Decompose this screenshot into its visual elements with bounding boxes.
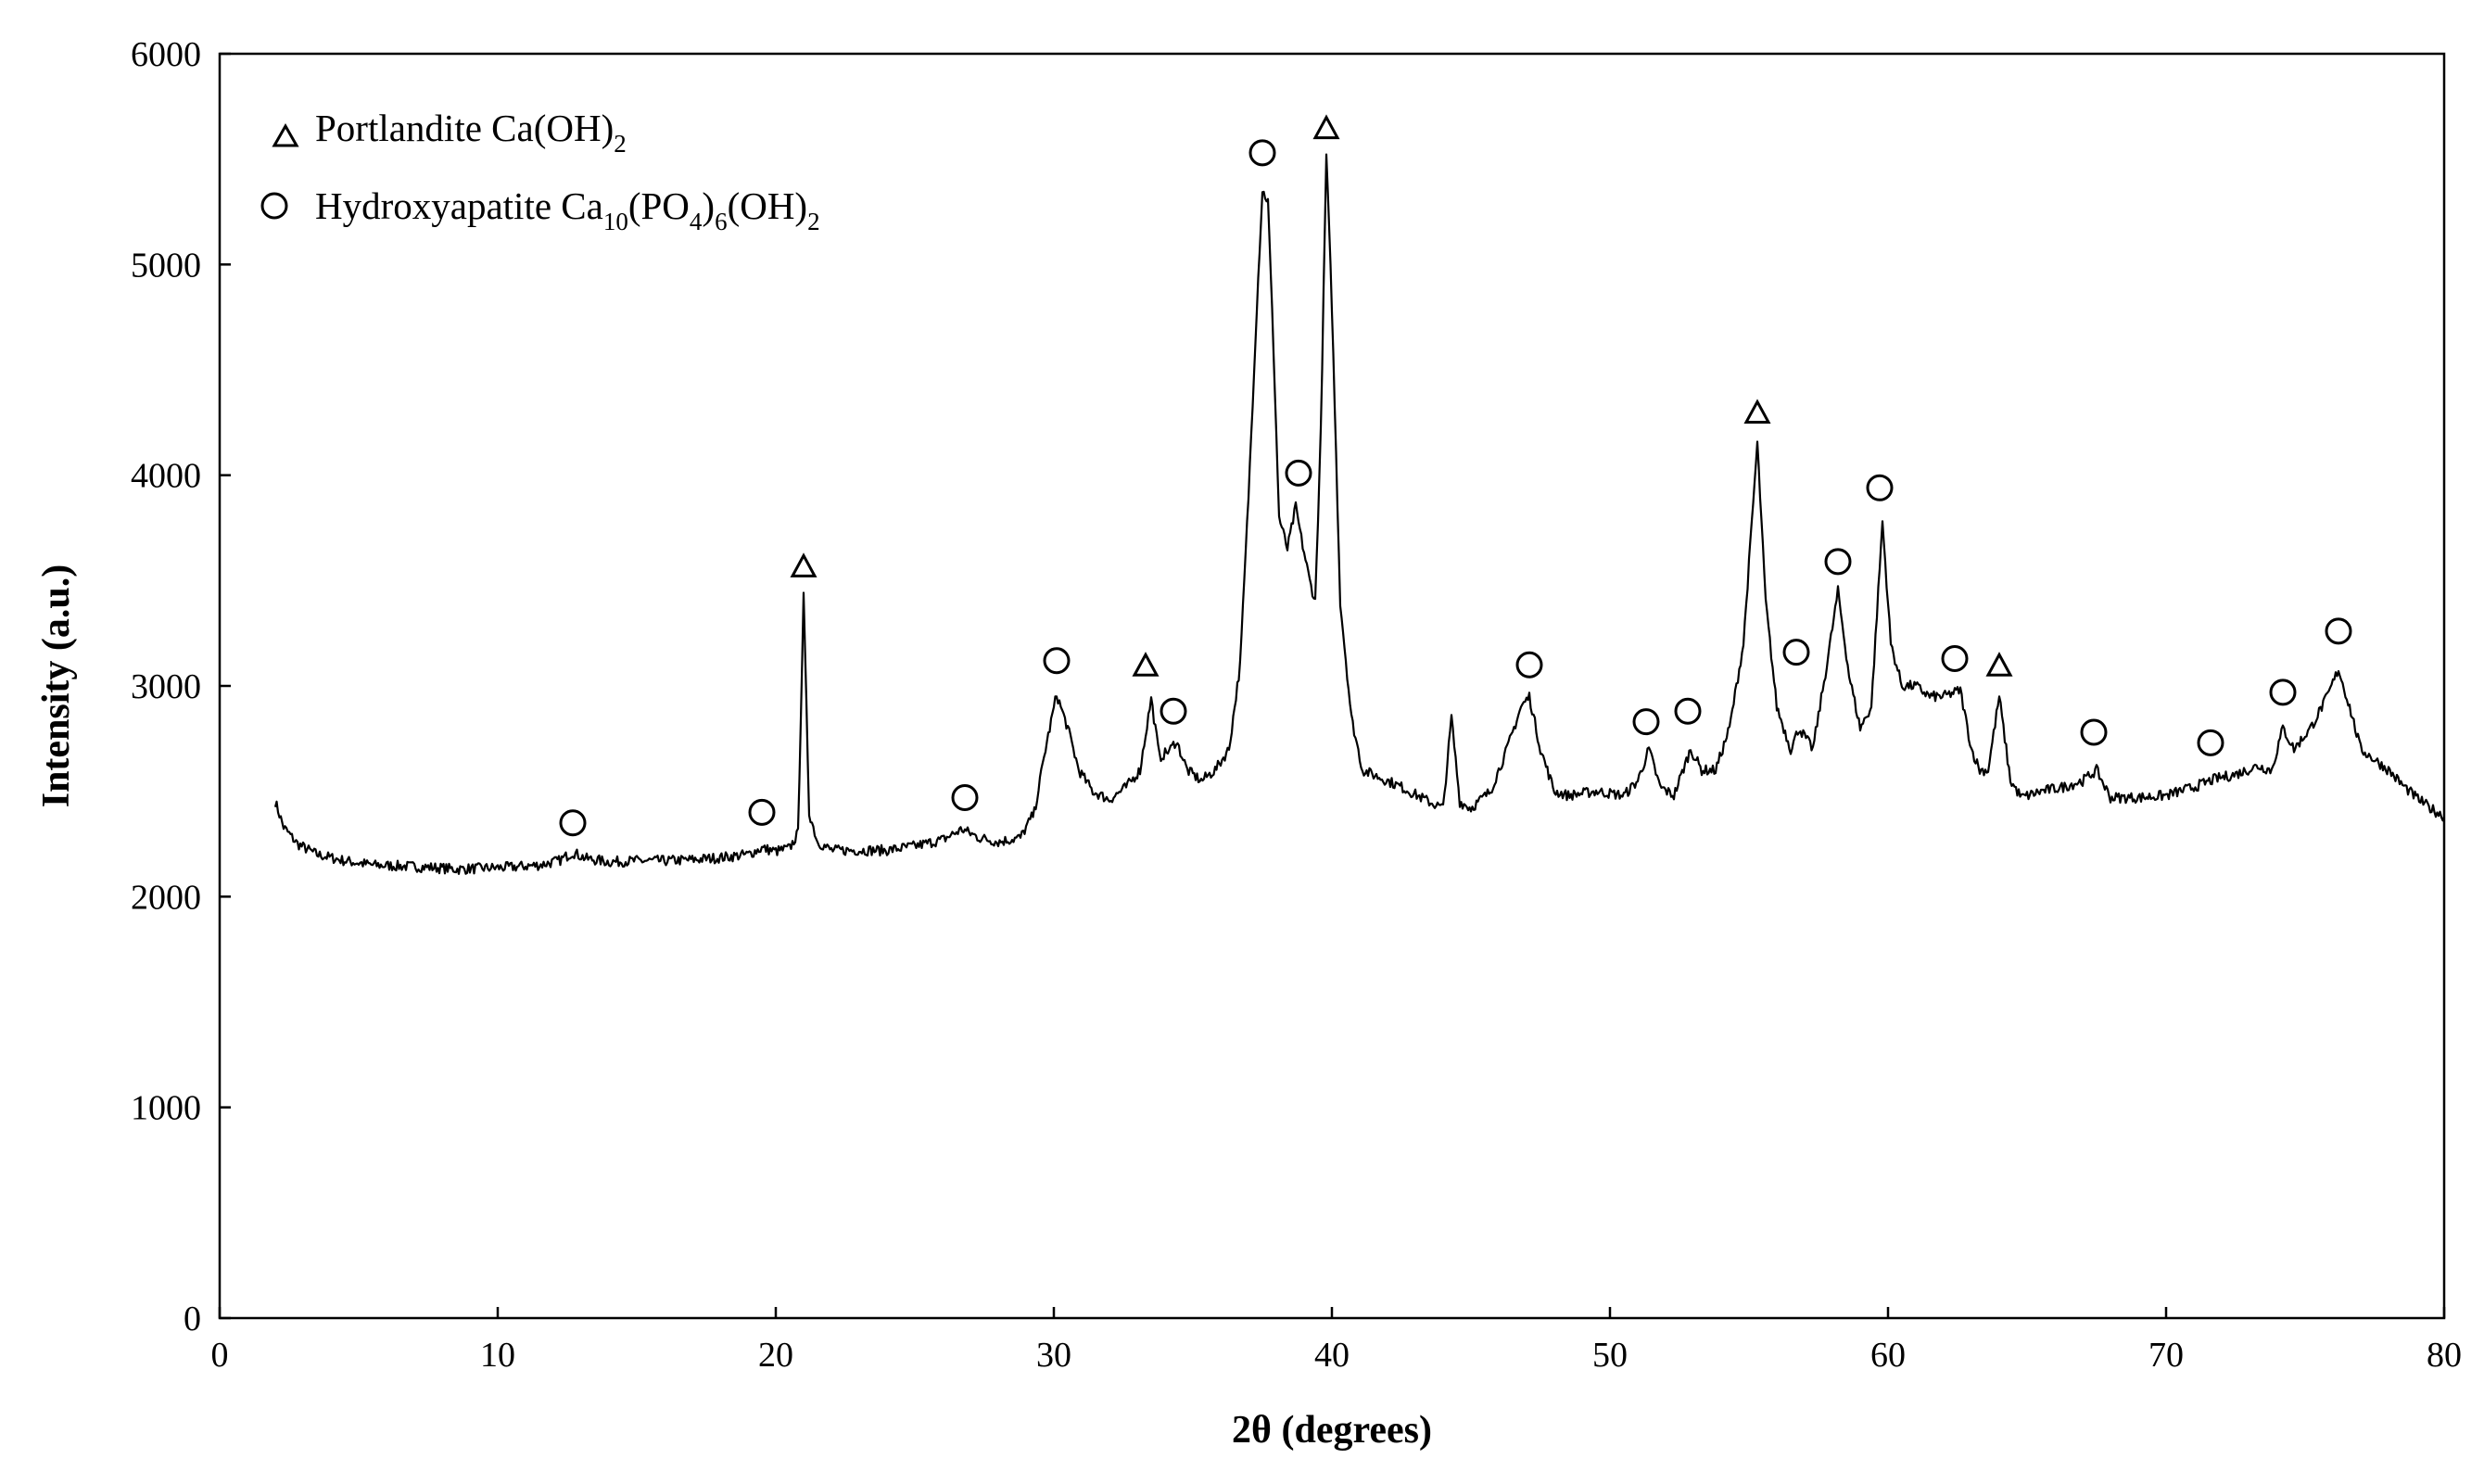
hydroxyapatite-peak-marker <box>1632 708 1660 736</box>
y-axis-title: Intensity (a.u.) <box>35 564 78 808</box>
legend-item-portlandite: Portlandite Ca(OH)2 <box>315 107 627 158</box>
hydroxyapatite-peak-marker <box>1824 548 1852 576</box>
hydroxyapatite-peak-marker <box>2080 718 2108 746</box>
hydroxyapatite-peak-marker <box>2269 679 2297 706</box>
legend: Portlandite Ca(OH)2 Hydroxyapatite Ca10(… <box>260 107 820 235</box>
peak-markers <box>559 114 2352 837</box>
portlandite-peak-marker <box>790 552 817 577</box>
y-tick-label: 6000 <box>131 35 201 74</box>
hydroxyapatite-peak-marker <box>1248 139 1276 167</box>
y-tick-label: 0 <box>184 1300 201 1338</box>
x-tick-label: 50 <box>1592 1336 1628 1375</box>
portlandite-peak-marker <box>1132 652 1160 677</box>
x-tick-label: 80 <box>2427 1336 2462 1375</box>
hydroxyapatite-peak-marker <box>1782 639 1810 666</box>
legend-triangle-icon <box>272 122 299 147</box>
portlandite-peak-marker <box>1743 399 1771 424</box>
portlandite-peak-marker <box>1312 114 1340 140</box>
x-axis: 0 10 20 30 40 50 60 70 80 <box>211 1307 2462 1375</box>
y-axis: 0 1000 2000 3000 4000 5000 6000 <box>131 35 231 1338</box>
hydroxyapatite-peak-marker <box>559 809 587 837</box>
x-tick-label: 60 <box>1870 1336 1906 1375</box>
hydroxyapatite-peak-marker <box>1515 651 1543 679</box>
hydroxyapatite-peak-marker <box>1674 697 1702 725</box>
series-line <box>273 153 2446 875</box>
hydroxyapatite-peak-marker <box>1866 474 1894 501</box>
x-tick-label: 10 <box>480 1336 515 1375</box>
x-tick-label: 40 <box>1314 1336 1350 1375</box>
hydroxyapatite-peak-marker <box>748 798 776 826</box>
hydroxyapatite-peak-marker <box>2197 729 2224 756</box>
plot-frame <box>218 52 2446 1320</box>
hydroxyapatite-peak-marker <box>2325 617 2352 645</box>
x-tick-label: 70 <box>2148 1336 2184 1375</box>
hydroxyapatite-peak-marker <box>951 783 979 811</box>
x-tick-label: 0 <box>211 1336 229 1375</box>
x-tick-label: 20 <box>758 1336 793 1375</box>
x-axis-title: 2θ (degrees) <box>1232 1409 1432 1452</box>
y-tick-label: 1000 <box>131 1089 201 1128</box>
hydroxyapatite-peak-marker <box>1043 647 1071 675</box>
portlandite-peak-marker <box>1985 652 2013 677</box>
legend-item-hydroxyapatite: Hydroxyapatite Ca10(PO4)6(OH)2 <box>315 184 820 235</box>
hydroxyapatite-peak-marker <box>1160 697 1187 725</box>
hydroxyapatite-peak-marker <box>1941 644 1969 672</box>
y-tick-label: 3000 <box>131 667 201 706</box>
y-tick-label: 2000 <box>131 878 201 917</box>
y-tick-label: 5000 <box>131 246 201 285</box>
x-tick-label: 30 <box>1036 1336 1071 1375</box>
y-tick-label: 4000 <box>131 457 201 496</box>
hydroxyapatite-peak-marker <box>1285 459 1312 487</box>
legend-circle-icon <box>260 192 288 220</box>
